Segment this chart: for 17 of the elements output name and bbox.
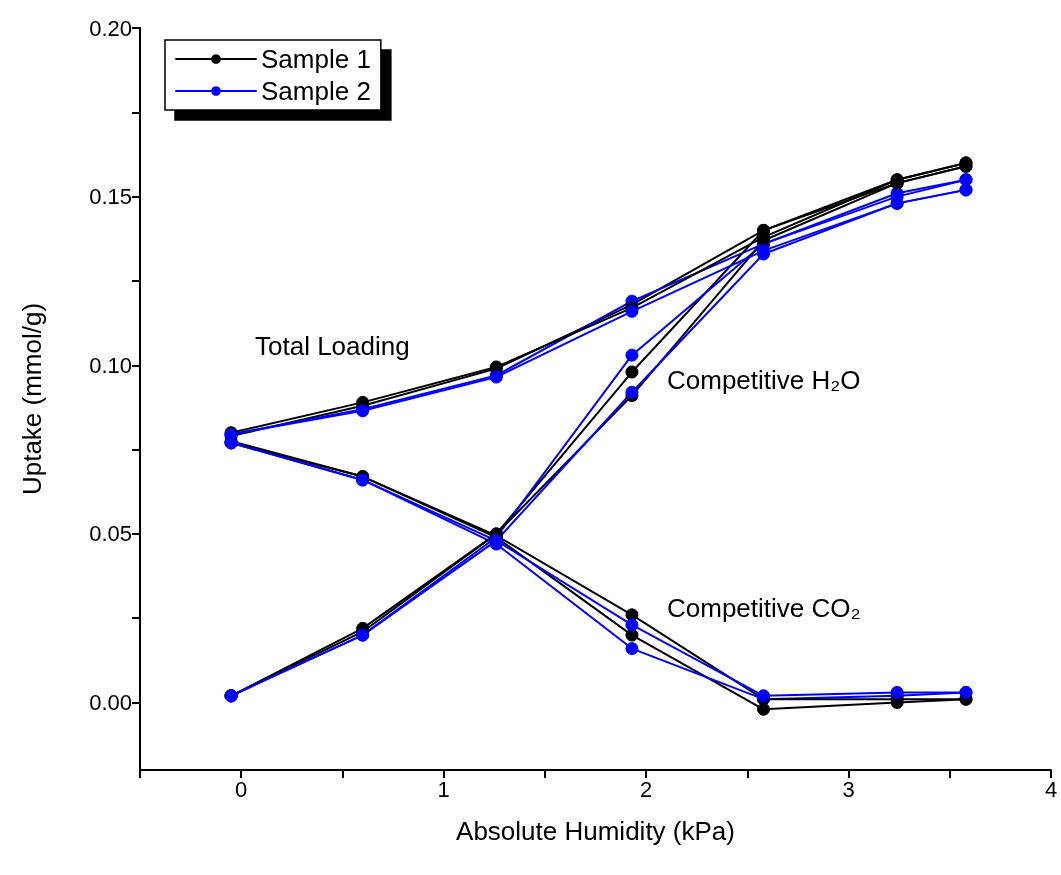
x-tick-label: 1 bbox=[437, 776, 450, 802]
x-tick-label: 4 bbox=[1044, 776, 1058, 802]
y-tick-label: 0.15 bbox=[89, 184, 132, 210]
x-tick-label: 2 bbox=[639, 776, 653, 802]
y-axis-title: Uptake (mmol/g) bbox=[17, 302, 47, 496]
y-tick-label: 0.00 bbox=[89, 690, 132, 716]
annotation: Competitive H₂O bbox=[667, 365, 861, 395]
legend-label: Sample 1 bbox=[261, 44, 371, 74]
y-tick-label: 0.05 bbox=[89, 521, 132, 547]
legend-label: Sample 2 bbox=[261, 76, 371, 106]
y-tick-label: 0.20 bbox=[89, 15, 132, 41]
annotation: Competitive CO₂ bbox=[667, 593, 861, 623]
x-tick-label: 0 bbox=[235, 776, 248, 802]
x-axis-title: Absolute Humidity (kPa) bbox=[456, 816, 735, 846]
y-tick-label: 0.10 bbox=[89, 352, 132, 378]
x-tick-label: 3 bbox=[842, 776, 855, 802]
annotation: Total Loading bbox=[255, 331, 410, 361]
